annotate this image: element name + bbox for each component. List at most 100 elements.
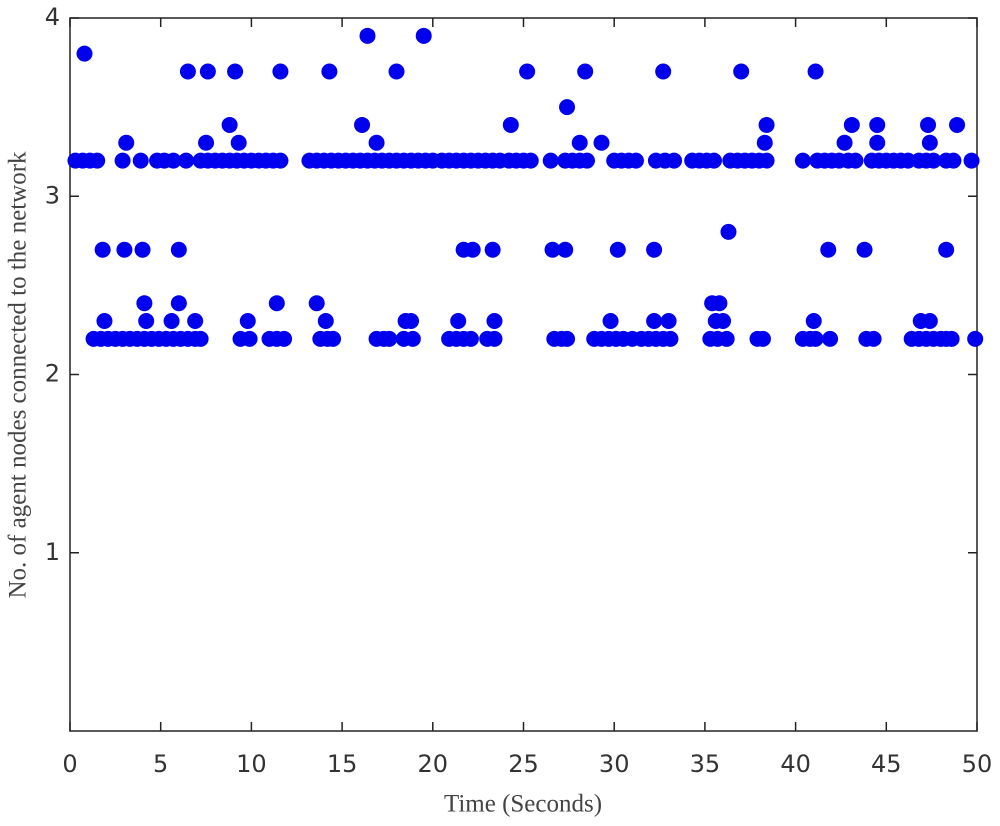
- data-point: [758, 152, 775, 169]
- x-tick-label: 30: [599, 750, 630, 778]
- y-tick-label: 2: [45, 360, 60, 388]
- data-point: [321, 63, 338, 80]
- data-point: [945, 152, 962, 169]
- data-point: [843, 116, 860, 133]
- data-point: [646, 241, 663, 258]
- data-point: [272, 63, 289, 80]
- y-tick-label: 1: [45, 538, 60, 566]
- data-point: [96, 313, 113, 330]
- data-point: [268, 295, 285, 312]
- data-point: [756, 134, 773, 151]
- plot-frame: [69, 17, 978, 732]
- y-tick-label: 3: [45, 181, 60, 209]
- data-point: [170, 241, 187, 258]
- data-point: [136, 295, 153, 312]
- x-tick-label: 25: [508, 750, 539, 778]
- data-point: [486, 330, 503, 347]
- data-point: [921, 313, 938, 330]
- data-point: [163, 313, 180, 330]
- data-point: [522, 152, 539, 169]
- data-point: [308, 295, 325, 312]
- data-point: [114, 152, 131, 169]
- data-point: [276, 330, 293, 347]
- data-point: [820, 241, 837, 258]
- data-point: [116, 241, 133, 258]
- data-point: [464, 241, 481, 258]
- x-tick-label: 35: [690, 750, 721, 778]
- data-point: [486, 313, 503, 330]
- data-point: [484, 241, 501, 258]
- x-axis-label: Time (Seconds): [444, 791, 602, 818]
- data-point: [609, 241, 626, 258]
- data-point: [118, 134, 135, 151]
- data-point: [754, 330, 771, 347]
- x-tick-label: 45: [871, 750, 902, 778]
- x-tick-label: 5: [153, 750, 168, 778]
- y-axis-label: No. of agent nodes connected to the netw…: [5, 151, 32, 599]
- x-tick-label: 20: [418, 750, 449, 778]
- x-tick-label: 50: [962, 750, 993, 778]
- x-tick-label: 40: [780, 750, 811, 778]
- x-tick-label: 15: [327, 750, 358, 778]
- data-point: [720, 223, 737, 240]
- data-point: [578, 152, 595, 169]
- data-point: [967, 330, 984, 347]
- data-point: [359, 27, 376, 44]
- data-point: [925, 152, 942, 169]
- data-point: [836, 134, 853, 151]
- data-point: [571, 134, 588, 151]
- data-point: [869, 134, 886, 151]
- data-point: [388, 63, 405, 80]
- data-point: [165, 152, 182, 169]
- data-point: [179, 63, 196, 80]
- data-point: [381, 330, 398, 347]
- data-point: [192, 330, 209, 347]
- data-point: [170, 295, 187, 312]
- data-point: [646, 313, 663, 330]
- data-point: [593, 134, 610, 151]
- data-point: [733, 63, 750, 80]
- data-point: [239, 313, 256, 330]
- data-point: [354, 116, 371, 133]
- data-point: [577, 63, 594, 80]
- data-point: [325, 330, 342, 347]
- data-point: [559, 99, 576, 116]
- data-point: [822, 330, 839, 347]
- data-point: [227, 63, 244, 80]
- data-point: [949, 116, 966, 133]
- data-point: [847, 152, 864, 169]
- data-point: [89, 152, 106, 169]
- data-point: [415, 27, 432, 44]
- data-point: [559, 330, 576, 347]
- data-point: [221, 116, 238, 133]
- data-point: [856, 241, 873, 258]
- data-point: [627, 152, 644, 169]
- data-point: [450, 313, 467, 330]
- data-point: [718, 330, 735, 347]
- data-point: [807, 330, 824, 347]
- data-point: [138, 313, 155, 330]
- data-point: [557, 241, 574, 258]
- data-point: [602, 313, 619, 330]
- data-point: [715, 313, 732, 330]
- data-point: [134, 241, 151, 258]
- data-point: [711, 295, 728, 312]
- data-point: [272, 152, 289, 169]
- data-point: [198, 134, 215, 151]
- data-point: [241, 330, 258, 347]
- x-tick-label: 0: [62, 750, 77, 778]
- data-point: [869, 116, 886, 133]
- data-point: [943, 330, 960, 347]
- data-point: [519, 63, 536, 80]
- data-point: [705, 152, 722, 169]
- data-point: [403, 313, 420, 330]
- data-point: [963, 152, 980, 169]
- y-tick-label: 4: [45, 3, 60, 31]
- data-point: [317, 313, 334, 330]
- data-point: [132, 152, 149, 169]
- data-point: [938, 241, 955, 258]
- data-point: [805, 313, 822, 330]
- data-point: [187, 313, 204, 330]
- data-point: [794, 152, 811, 169]
